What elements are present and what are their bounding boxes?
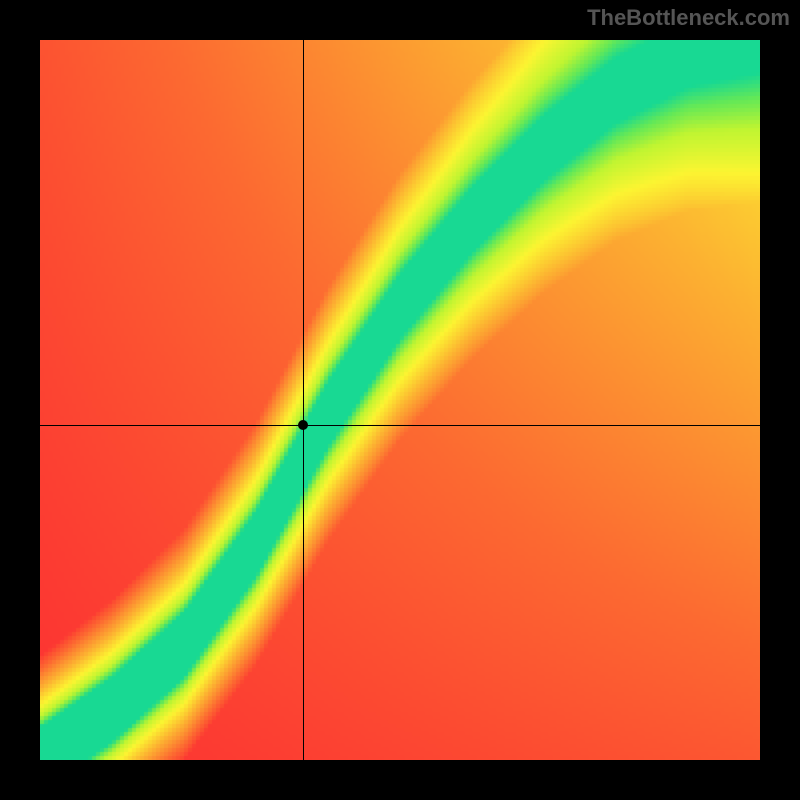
crosshair-marker — [298, 420, 308, 430]
attribution-label: TheBottleneck.com — [587, 5, 790, 31]
heatmap-canvas — [40, 40, 760, 760]
crosshair-horizontal — [40, 425, 760, 426]
chart-container: TheBottleneck.com — [0, 0, 800, 800]
plot-area — [40, 40, 760, 760]
crosshair-vertical — [303, 40, 304, 760]
